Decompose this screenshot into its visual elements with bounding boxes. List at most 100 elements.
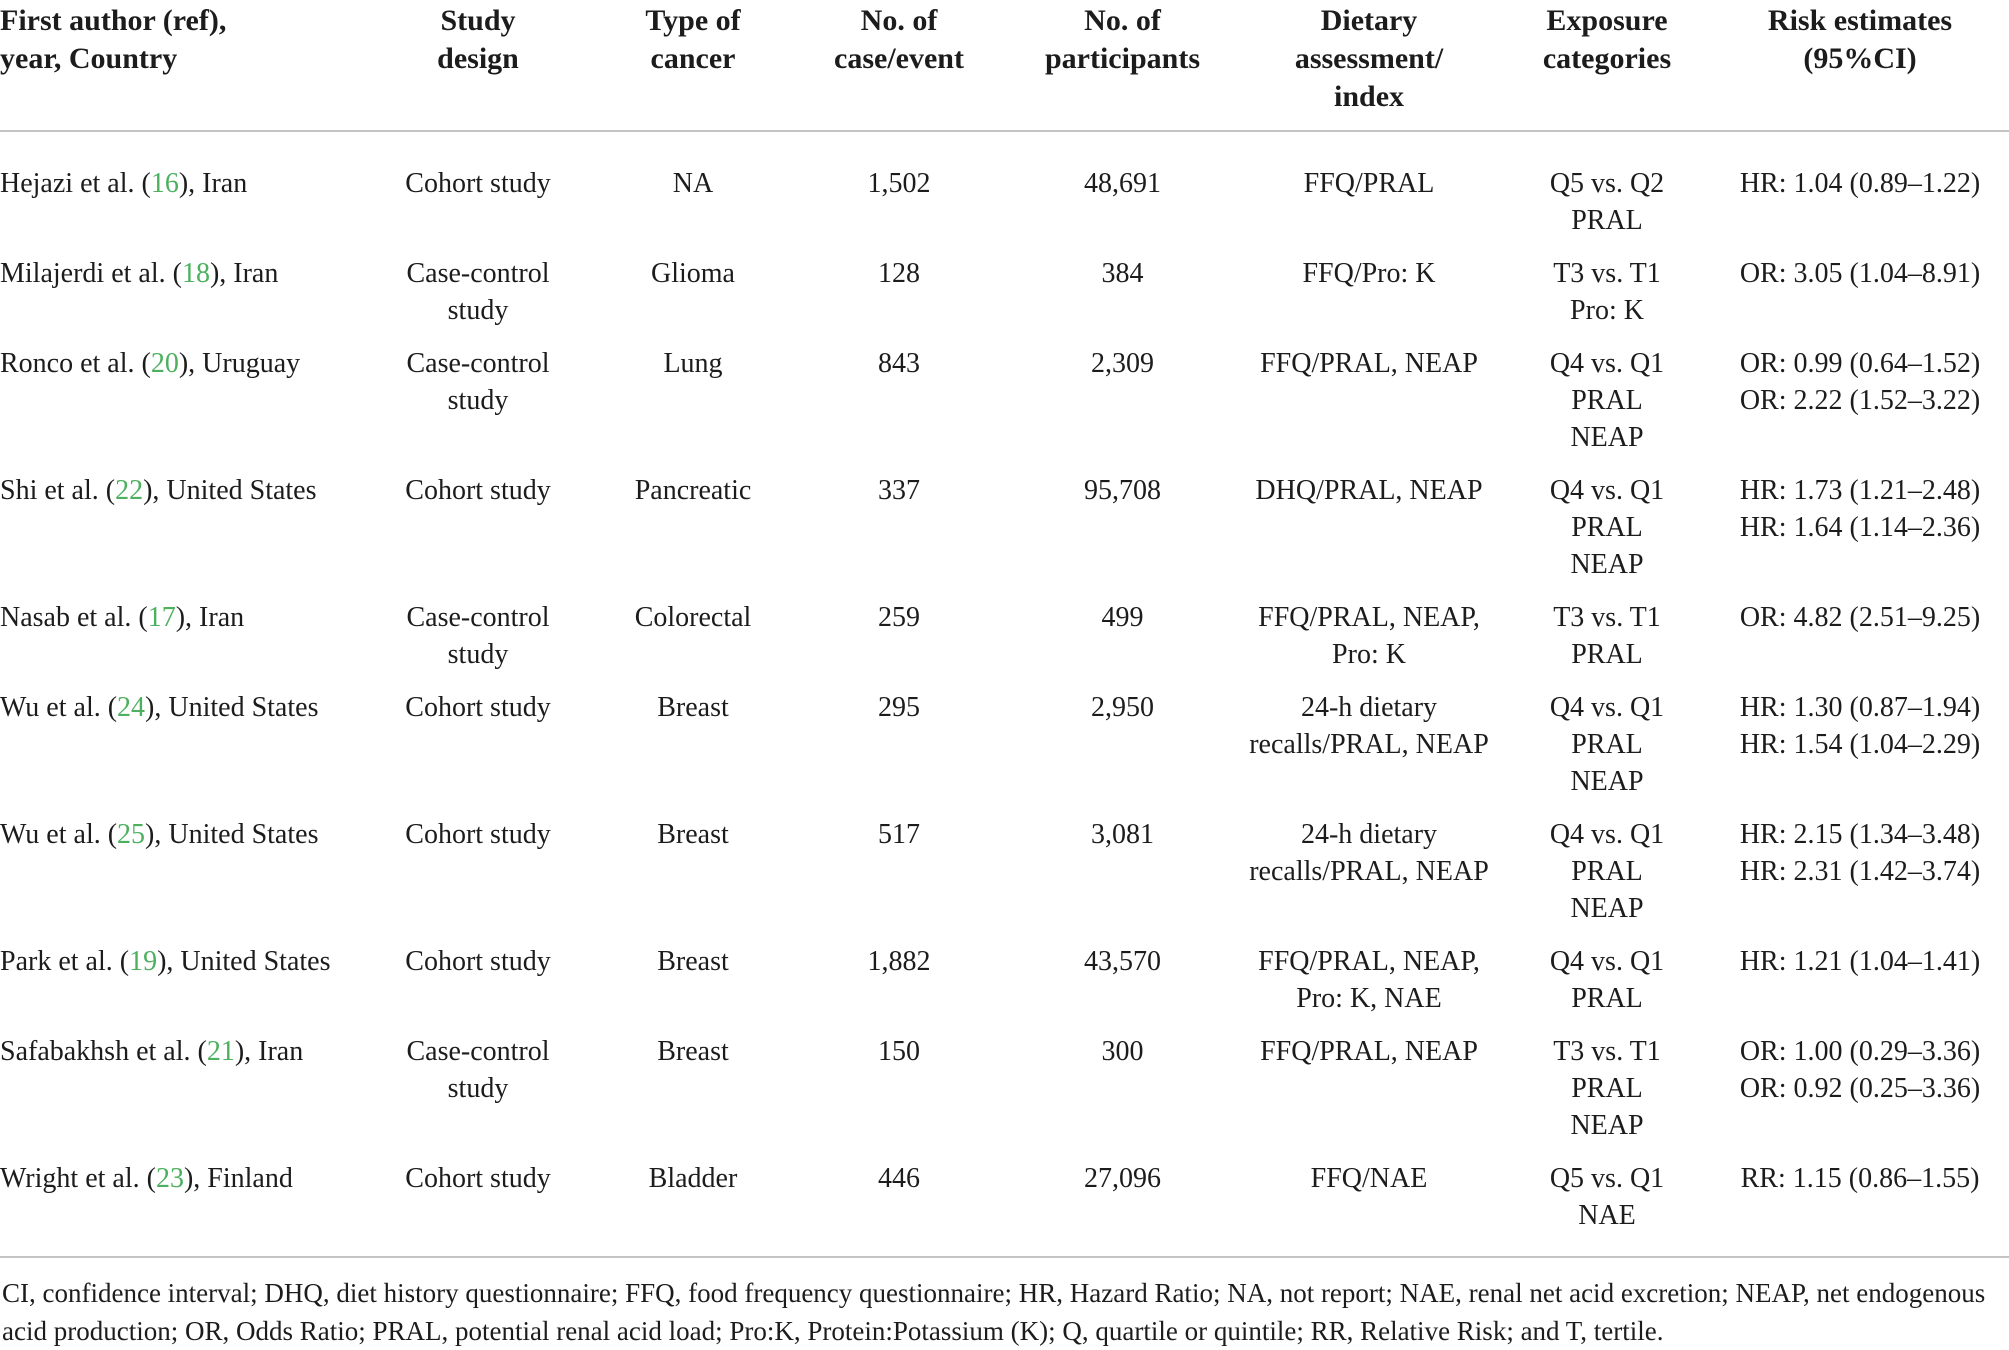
author-text: Safabakhsh et al. ( xyxy=(0,1036,207,1067)
reference-link[interactable]: 22 xyxy=(115,475,144,506)
participant-count-cell: 499 xyxy=(1101,602,1144,633)
author-country-text: ), United States xyxy=(145,819,319,850)
author-text: Shi et al. ( xyxy=(0,475,116,506)
exposure-categories-cell: T3 vs. T1 PRAL NEAP xyxy=(1553,1036,1661,1141)
cancer-type-cell: NA xyxy=(672,168,714,199)
study-design-cell: Cohort study xyxy=(358,1160,598,1258)
participant-count-cell: 300 xyxy=(1101,1036,1144,1067)
risk-estimates-cell: RR: 1.15 (0.86–1.55) xyxy=(1711,1160,2009,1258)
risk-estimates-cell: HR: 1.04 (0.89–1.22) xyxy=(1739,168,1981,199)
reference-link[interactable]: 20 xyxy=(150,348,179,379)
table-footnote: CI, confidence interval; DHQ, diet histo… xyxy=(2,1278,1986,1346)
case-count-cell: 150 xyxy=(878,1036,920,1067)
author-country-text: ), United States xyxy=(143,475,317,506)
author-country-text: ), Finland xyxy=(183,1163,293,1194)
author-text: Wu et al. ( xyxy=(0,692,118,723)
study-design-cell: Cohort study xyxy=(405,819,551,850)
exposure-categories-cell: Q5 vs. Q2 PRAL xyxy=(1549,168,1665,236)
studies-table: First author (ref), year, Country Study des… xyxy=(0,0,2009,1258)
exposure-categories-cell: T3 vs. T1 PRAL xyxy=(1553,602,1661,670)
table-body: Hejazi et al. (16), Iran Cohort study NA 1,… xyxy=(0,131,2009,1258)
study-design-cell: Case-control study xyxy=(406,1036,550,1104)
author-text: Hejazi et al. ( xyxy=(0,168,151,199)
table-row: Safabakhsh et al. (21), Iran Case-control… xyxy=(0,1033,2009,1160)
participant-count-cell: 2,309 xyxy=(1091,348,1154,379)
reference-link[interactable]: 24 xyxy=(117,692,146,723)
dietary-assessment-cell: 24-h dietary recalls/PRAL, NEAP xyxy=(1249,692,1489,760)
dietary-assessment-cell: FFQ/PRAL, NEAP, Pro: K, NAE xyxy=(1258,946,1480,1014)
reference-link[interactable]: 17 xyxy=(147,602,176,633)
dietary-assessment-cell: FFQ/NAE xyxy=(1235,1160,1503,1258)
exposure-categories-cell: T3 vs. T1 Pro: K xyxy=(1553,258,1661,326)
dietary-assessment-cell: FFQ/PRAL, NEAP xyxy=(1260,348,1478,379)
case-count-cell: 128 xyxy=(878,258,920,289)
dietary-assessment-cell: FFQ/Pro: K xyxy=(1302,258,1436,289)
dietary-assessment-cell: FFQ/PRAL, NEAP, Pro: K xyxy=(1258,602,1480,670)
table-row: Ronco et al. (20), Uruguay Case-control st… xyxy=(0,345,2009,472)
cancer-type-cell: Pancreatic xyxy=(634,475,752,506)
reference-link[interactable]: 21 xyxy=(206,1036,235,1067)
author-country-text: ), United States xyxy=(145,692,319,723)
author-cell: Nasab et al. (17), Iran xyxy=(0,599,358,689)
author-text: Wright et al. ( xyxy=(0,1163,156,1194)
risk-estimates-cell: HR: 1.73 (1.21–2.48) HR: 1.64 (1.14–2.36) xyxy=(1739,475,1981,543)
cancer-type-cell: Glioma xyxy=(651,258,735,289)
author-country-text: ), Iran xyxy=(209,258,279,289)
case-count-cell: 295 xyxy=(878,692,920,723)
table-header: First author (ref), year, Country Study des… xyxy=(0,0,2009,132)
author-text: Park et al. ( xyxy=(0,946,130,977)
column-header: Dietary assessment/index xyxy=(1235,0,1503,132)
participant-count-cell: 384 xyxy=(1101,258,1144,289)
author-cell: Wu et al. (25), United States xyxy=(0,816,358,943)
author-country-text: ), Iran xyxy=(175,602,245,633)
table-row: Wu et al. (24), United States Cohort stud… xyxy=(0,689,2009,816)
study-design-cell: Cohort study xyxy=(405,475,551,506)
exposure-categories-cell: Q4 vs. Q1 PRAL NEAP xyxy=(1549,475,1665,580)
exposure-categories-cell: Q4 vs. Q1 PRAL xyxy=(1549,946,1665,1014)
table-row: Wright et al. (23), Finland Cohort study B… xyxy=(0,1160,2009,1258)
reference-link[interactable]: 16 xyxy=(150,168,179,199)
exposure-categories-cell: Q5 vs. Q1 NAE xyxy=(1503,1160,1711,1258)
table-row: Shi et al. (22), United States Cohort stu… xyxy=(0,472,2009,599)
column-header: Study design xyxy=(358,0,598,132)
author-text: Ronco et al. ( xyxy=(0,348,151,379)
participant-count-cell: 43,570 xyxy=(1084,946,1161,977)
study-design-cell: Case-control study xyxy=(406,348,550,416)
cancer-type-cell: Colorectal xyxy=(634,602,752,633)
risk-estimates-cell: OR: 0.99 (0.64–1.52) OR: 2.22 (1.52–3.22) xyxy=(1739,348,1981,416)
cancer-type-cell: Breast xyxy=(657,819,729,850)
reference-link[interactable]: 18 xyxy=(181,258,210,289)
cancer-type-cell: Lung xyxy=(663,348,723,379)
author-text: Nasab et al. ( xyxy=(0,602,148,633)
case-count-cell: 843 xyxy=(878,348,920,379)
header-row: First author (ref), year, Country Study des… xyxy=(0,0,2009,132)
reference-link[interactable]: 25 xyxy=(117,819,146,850)
participant-count-cell: 2,950 xyxy=(1091,692,1154,723)
study-design-cell: Cohort study xyxy=(405,946,551,977)
author-text: Milajerdi et al. ( xyxy=(0,258,182,289)
cancer-type-cell: Breast xyxy=(657,1036,729,1067)
reference-link[interactable]: 19 xyxy=(129,946,158,977)
table-row: Wu et al. (25), United States Cohort stud… xyxy=(0,816,2009,943)
author-cell: Hejazi et al. (16), Iran xyxy=(0,131,358,255)
author-cell: Wright et al. (23), Finland xyxy=(0,1160,358,1258)
cancer-type-cell: Breast xyxy=(657,692,729,723)
author-cell: Wu et al. (24), United States xyxy=(0,689,358,816)
case-count-cell: 1,882 xyxy=(867,946,931,977)
case-count-cell: 337 xyxy=(878,475,920,506)
risk-estimates-cell: OR: 3.05 (1.04–8.91) xyxy=(1739,258,1981,289)
participant-count-cell: 3,081 xyxy=(1091,819,1154,850)
risk-estimates-cell: OR: 1.00 (0.29–3.36) OR: 0.92 (0.25–3.36) xyxy=(1739,1036,1981,1104)
case-count-cell: 446 xyxy=(788,1160,1010,1258)
dietary-assessment-cell: 24-h dietary recalls/PRAL, NEAP xyxy=(1249,819,1489,887)
table-row: Park et al. (19), United States Cohort st… xyxy=(0,943,2009,1033)
reference-link[interactable]: 23 xyxy=(155,1163,184,1194)
column-header: No. of participants xyxy=(1010,0,1235,132)
author-country-text: ), Iran xyxy=(234,1036,304,1067)
study-design-cell: Cohort study xyxy=(405,692,551,723)
cancer-type-cell: Bladder xyxy=(598,1160,788,1258)
exposure-categories-cell: Q4 vs. Q1 PRAL NEAP xyxy=(1549,692,1665,797)
case-count-cell: 259 xyxy=(878,602,920,633)
risk-estimates-cell: HR: 1.21 (1.04–1.41) xyxy=(1739,946,1981,977)
exposure-categories-cell: Q4 vs. Q1 PRAL NEAP xyxy=(1549,348,1665,453)
